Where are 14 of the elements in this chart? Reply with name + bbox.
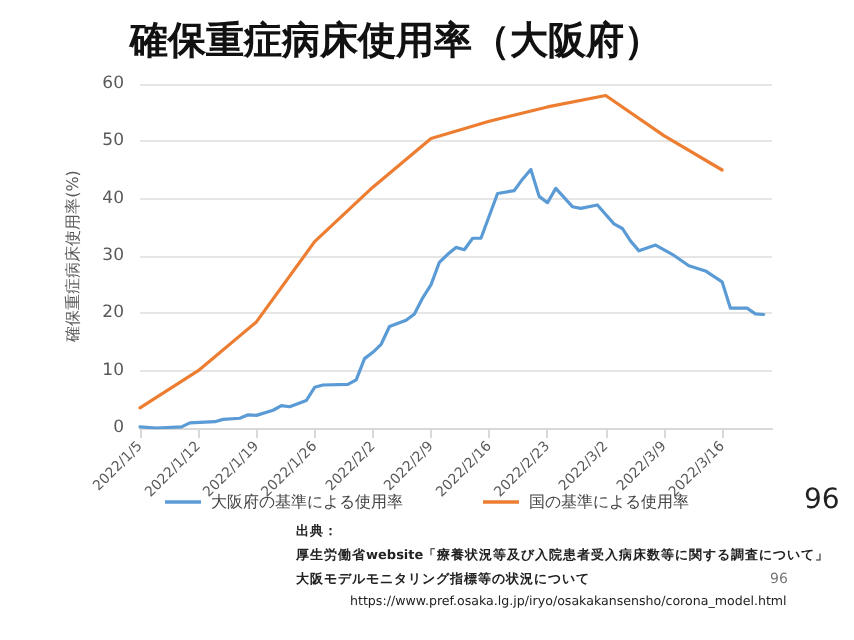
y-tick-label: 30 (102, 246, 124, 266)
legend-label: 大阪府の基準による使用率 (211, 493, 403, 511)
text: 96 (804, 484, 840, 516)
y-tick-label: 40 (102, 188, 124, 209)
y-tick-label: 50 (102, 131, 124, 152)
legend-label: 国の基準による使用率 (529, 493, 689, 511)
y-tick-label: 20 (102, 303, 124, 324)
chart-title: 確保重症病床使用率（大阪府） (128, 19, 662, 63)
y-tick-label: 0 (113, 418, 124, 438)
y-tick-label: 10 (102, 360, 124, 381)
line-series (138, 93, 724, 410)
line-series (138, 167, 766, 430)
y-tick-label: 60 (102, 74, 124, 94)
y-axis-title: 確保重症病床使用率(%) (63, 170, 82, 344)
